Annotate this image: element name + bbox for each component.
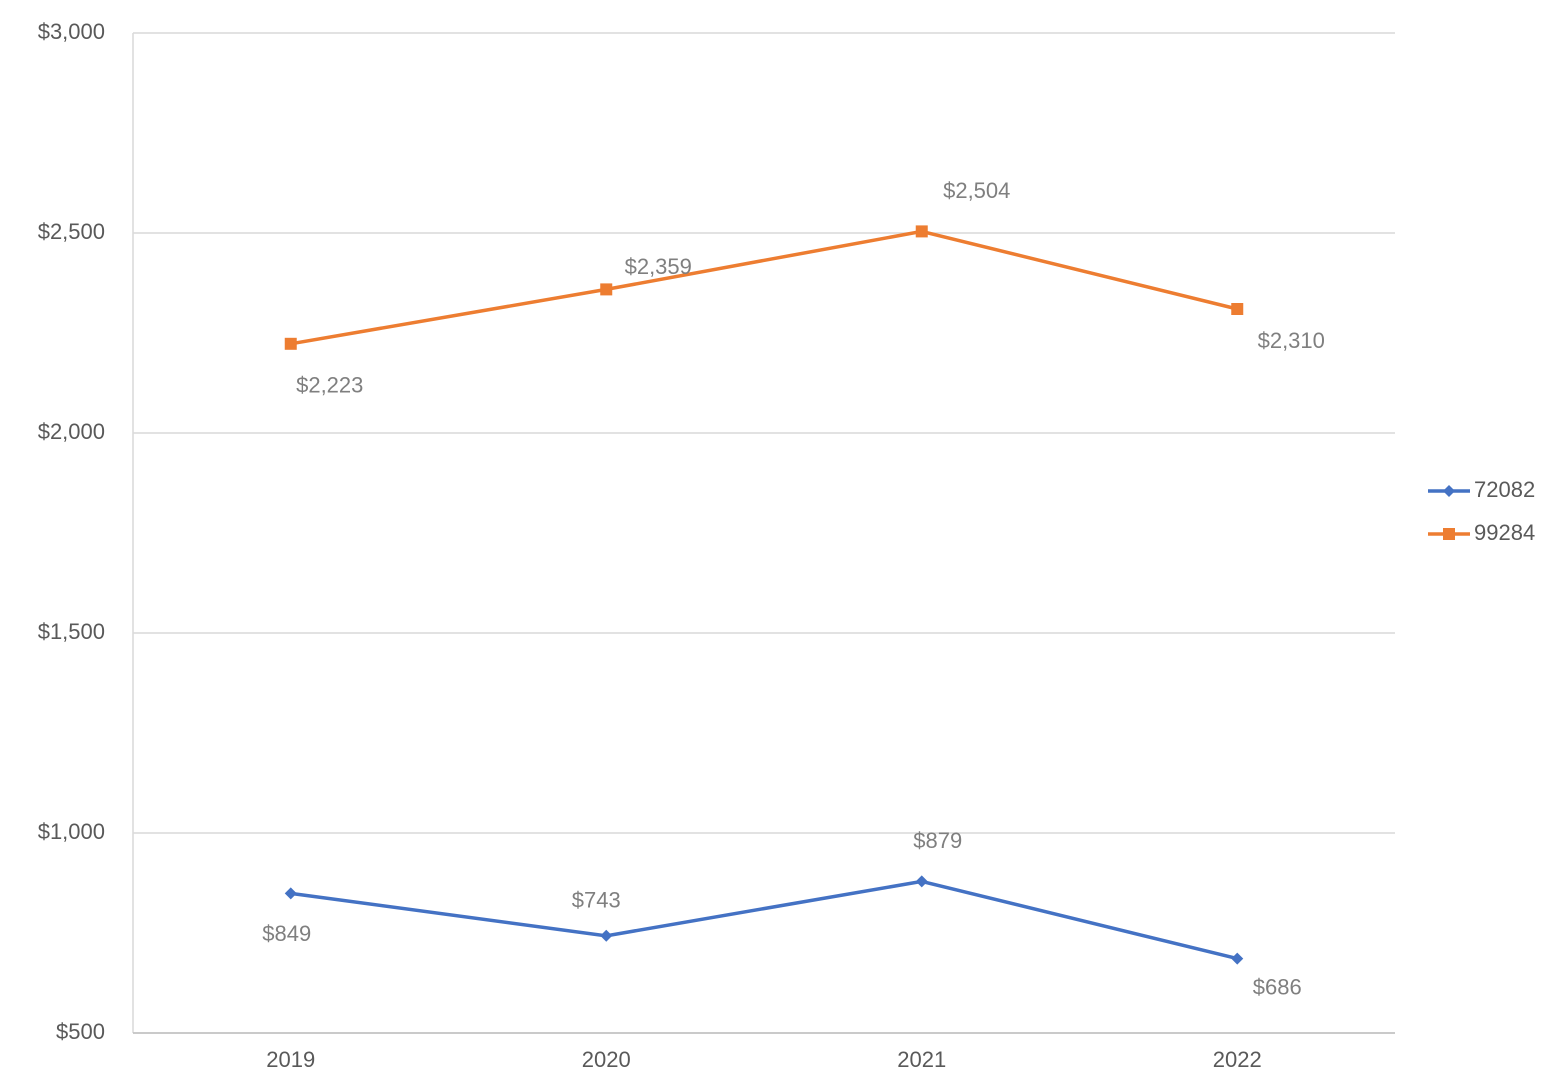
series-line — [290, 229, 1238, 346]
marker — [915, 225, 928, 238]
y-tick-label: $2,000 — [38, 419, 105, 444]
legend-marker — [1443, 485, 1455, 497]
x-tick-label: 2020 — [582, 1047, 631, 1072]
marker — [600, 283, 613, 296]
y-tick-label: $2,500 — [38, 219, 105, 244]
marker — [600, 929, 613, 942]
marker — [284, 337, 297, 350]
marker — [915, 875, 928, 888]
x-tick-label: 2022 — [1213, 1047, 1262, 1072]
y-tick-label: $1,500 — [38, 619, 105, 644]
marker — [1231, 952, 1244, 965]
x-tick-label: 2019 — [266, 1047, 315, 1072]
data-label: $879 — [913, 828, 962, 853]
y-tick-label: $500 — [56, 1019, 105, 1044]
marker — [1231, 303, 1244, 315]
legend-label: 72082 — [1474, 477, 1535, 502]
marker — [284, 887, 297, 900]
legend-marker — [1443, 528, 1455, 540]
series-line — [290, 879, 1238, 961]
x-tick-label: 2021 — [897, 1047, 946, 1072]
legend-label: 99284 — [1474, 520, 1535, 545]
data-label: $2,359 — [625, 254, 692, 279]
data-label: $849 — [262, 921, 311, 946]
data-label: $2,223 — [296, 373, 363, 398]
data-label: $686 — [1253, 974, 1302, 999]
y-tick-label: $1,000 — [38, 819, 105, 844]
data-label: $743 — [572, 888, 621, 913]
data-label: $2,310 — [1258, 328, 1325, 353]
y-tick-label: $3,000 — [38, 19, 105, 44]
data-label: $2,504 — [943, 178, 1010, 203]
